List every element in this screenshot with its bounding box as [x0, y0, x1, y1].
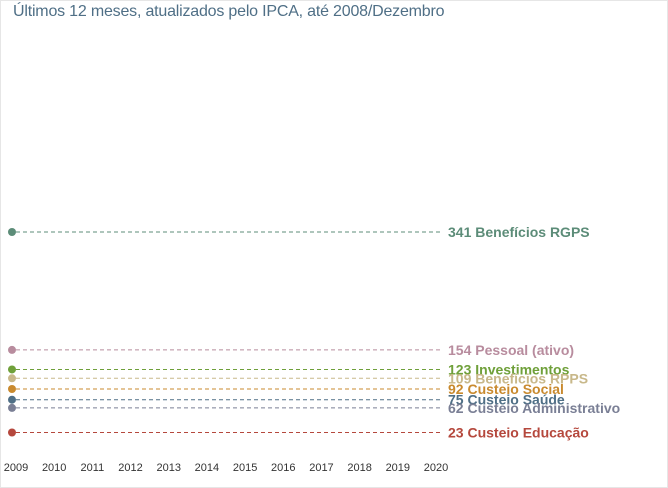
- x-tick-label: 2013: [156, 462, 180, 474]
- x-tick-label: 2014: [195, 462, 219, 474]
- series-point: [8, 374, 16, 383]
- x-tick-label: 2015: [233, 462, 257, 474]
- series-label: 341 Benefícios RGPS: [448, 224, 590, 240]
- series-point: [8, 345, 16, 354]
- x-tick-label: 2011: [81, 462, 105, 474]
- series-label: 62 Custeio Administrativo: [448, 400, 620, 416]
- series-point: [8, 228, 16, 236]
- x-tick-label: 2018: [347, 462, 371, 474]
- series-label: 154 Pessoal (ativo): [448, 342, 574, 358]
- series-label: 92 Custeio Social: [448, 381, 564, 397]
- series-point: [8, 365, 16, 374]
- x-tick-label: 2016: [271, 462, 295, 474]
- x-tick-label: 2019: [386, 462, 410, 474]
- x-tick-label: 2010: [42, 462, 66, 474]
- x-tick-label: 2012: [118, 462, 142, 474]
- series-point: [8, 403, 16, 412]
- x-tick-label: 2020: [424, 462, 448, 474]
- series-label: 109 Benefícios RPPS: [448, 370, 588, 386]
- series-point: [8, 428, 16, 437]
- series-label: 23 Custeio Educação: [448, 424, 589, 440]
- chart-subtitle: Últimos 12 meses, atualizados pelo IPCA,…: [13, 3, 445, 20]
- series-label: 123 Investimentos: [448, 361, 570, 377]
- series-point: [8, 395, 16, 404]
- x-tick-label: 2009: [4, 462, 28, 474]
- series-point: [8, 384, 16, 393]
- x-tick-label: 2017: [309, 462, 333, 474]
- series-label: 75 Custeio Saúde: [448, 392, 565, 408]
